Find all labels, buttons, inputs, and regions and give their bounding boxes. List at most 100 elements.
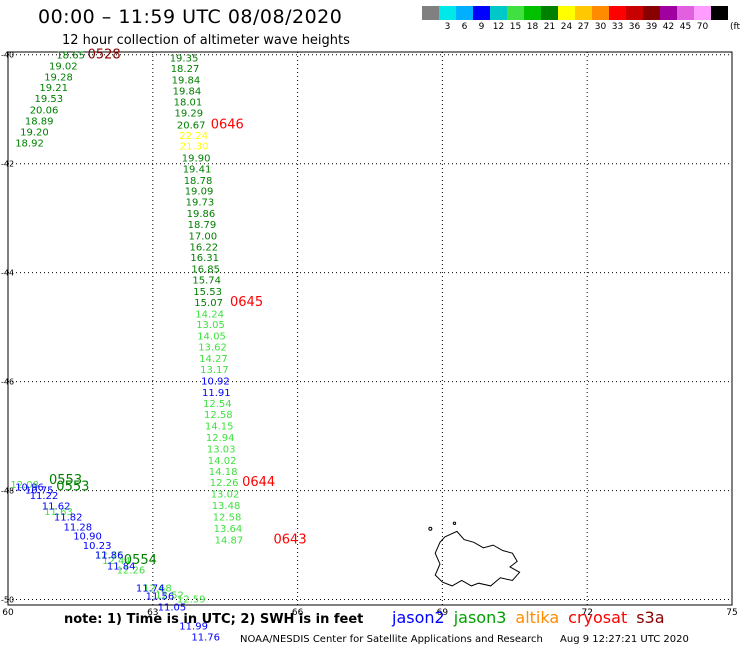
pass-time-label: 0646 [211,117,244,132]
wave-height-value: 20.67 [177,120,206,131]
wave-height-value: 12.52 [155,591,184,602]
latitude-tick-label: -44 [1,269,14,278]
wave-height-value: 11.05 [158,602,187,613]
color-scale-legend [422,6,728,20]
footer: NOAA/NESDIS Center for Satellite Applica… [240,634,689,645]
wave-height-value: 14.24 [195,309,224,320]
color-scale-label: 45 [679,22,692,32]
color-scale-cell [575,6,592,20]
wave-height-value: 11.86 [95,551,124,562]
credit-text: NOAA/NESDIS Center for Satellite Applica… [240,634,543,645]
wave-height-value: 15.74 [192,276,221,287]
color-scale-label: 33 [611,22,624,32]
wave-height-value: 11.22 [30,491,59,502]
latitude-tick-label: -42 [1,160,14,169]
satellite-legend-item: jason3 [453,608,507,627]
satellite-legend-item: altika [515,608,560,627]
wave-height-value: 12.58 [213,513,242,524]
wave-height-value: 10.75 [25,485,54,496]
note-text: note: 1) Time is in UTC; 2) SWH is in fe… [64,612,364,627]
wave-height-value: 13.64 [214,524,243,535]
pass-time-label: 0645 [230,295,263,310]
color-scale-cell [643,6,660,20]
color-scale-cell [507,6,524,20]
page-subtitle: 12 hour collection of altimeter wave hei… [62,33,350,48]
wave-height-value: 19.09 [185,187,214,198]
wave-height-value: 14.27 [199,354,228,365]
latitude-tick-label: -50 [1,596,14,605]
wave-height-value: 17.00 [189,231,218,242]
wave-height-value: 15.53 [193,287,222,298]
satellite-legend-item: jason2 [392,608,445,627]
map-frame [7,51,733,606]
wave-height-value: 14.02 [208,456,237,467]
wave-height-value: 19.35 [170,53,199,64]
color-scale-label: 30 [594,22,607,32]
latitude-tick-label: -48 [1,487,14,496]
wave-height-value: 12.44 [102,556,131,567]
islet-outline [452,521,457,525]
color-scale-label: 6 [461,22,468,32]
wave-height-value: 19.84 [172,76,201,87]
color-scale-cell [490,6,507,20]
wave-height-value: 19.21 [39,83,68,94]
wave-height-value: 21.30 [180,142,209,153]
wave-height-value: 18.89 [25,117,54,128]
wave-height-value: 13.17 [200,365,229,376]
color-scale-cell [694,6,711,20]
wave-height-value: 13.03 [207,444,236,455]
wave-height-value: 12.58 [204,410,233,421]
color-scale-label: 21 [543,22,556,32]
wave-height-value: 18.78 [184,176,213,187]
wave-height-value: 10.90 [73,532,102,543]
color-scale-label: 39 [645,22,658,32]
wave-height-value: 19.86 [187,209,216,220]
wave-height-value: 19.41 [183,164,212,175]
wave-height-value: 11.99 [179,622,208,633]
wave-height-value: 18.92 [15,138,44,149]
wave-height-value: 12.94 [206,433,235,444]
wave-height-value: 13.02 [211,490,240,501]
wave-height-value: 11.76 [191,632,220,643]
color-scale-cell [711,6,728,20]
satellite-legend: jason2 jason3 altika cryosat s3a [392,608,674,627]
color-scale-cell [473,6,490,20]
wave-height-value: 19.02 [49,61,78,72]
wave-height-value: 11.63 [44,507,73,518]
wave-height-value: 11.62 [42,502,71,513]
island-outline [434,530,521,587]
wave-height-value: 19.53 [35,94,64,105]
wave-height-value: 12.08 [10,480,39,491]
wave-height-value: 13.48 [212,501,241,512]
wave-height-value: 11.74 [136,583,165,594]
page-title: 00:00 – 11:59 UTC 08/08/2020 [38,6,343,28]
wave-height-value: 11.56 [146,592,175,603]
color-scale-label: 9 [478,22,485,32]
color-scale-cell [541,6,558,20]
pass-time-label: 0528 [88,48,121,63]
wave-height-value: 13.62 [198,343,227,354]
wave-height-value: 19.20 [20,127,49,138]
wave-height-value: 14.15 [205,422,234,433]
wave-height-value: 14.18 [209,467,238,478]
wave-height-value: 11.28 [64,522,93,533]
wave-height-value: 19.73 [186,198,215,209]
wave-height-value: 15.07 [194,298,223,309]
color-scale-cell [609,6,626,20]
wave-height-value: 19.84 [173,87,202,98]
color-scale-label: 27 [577,22,590,32]
wave-height-value: 11.84 [107,562,136,573]
wave-height-value: 10.96 [15,483,44,494]
latitude-tick-label: -46 [1,378,14,387]
wave-height-value: 22.24 [179,131,208,142]
longitude-tick-label: 60 [2,608,14,618]
color-scale-cell [524,6,541,20]
islet-outline [428,526,433,531]
color-scale-label: 15 [509,22,522,32]
pass-time-label: 0643 [274,532,307,547]
color-scale-label: 42 [662,22,675,32]
wave-height-value: 16.31 [190,253,219,264]
color-scale-cell [660,6,677,20]
satellite-legend-item: cryosat [568,608,628,627]
